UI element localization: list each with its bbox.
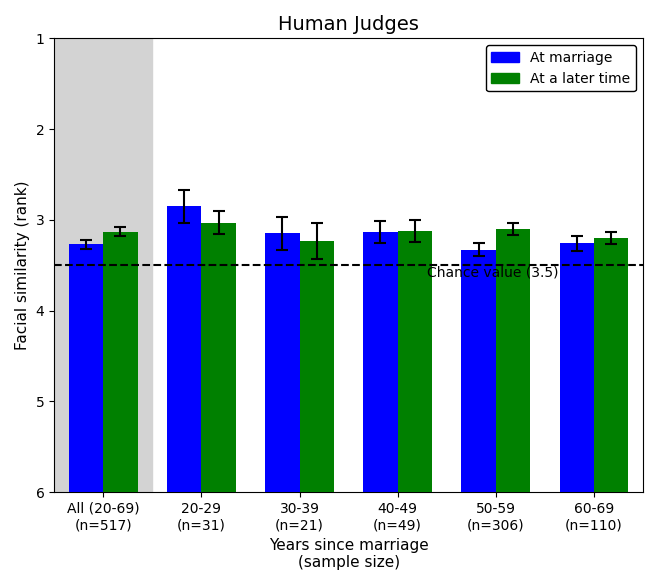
Bar	[461, 250, 495, 492]
Bar	[594, 238, 628, 492]
Bar	[363, 232, 397, 492]
Bar	[559, 243, 594, 492]
X-axis label: Years since marriage
(sample size): Years since marriage (sample size)	[268, 538, 428, 570]
Bar	[103, 232, 138, 492]
Y-axis label: Facial similarity (rank): Facial similarity (rank)	[15, 181, 30, 350]
Title: Human Judges: Human Judges	[278, 15, 419, 34]
Bar	[69, 245, 103, 492]
Bar	[167, 207, 201, 492]
Bar	[54, 39, 152, 492]
Bar	[299, 240, 334, 492]
Bar	[397, 230, 432, 492]
Bar	[265, 233, 299, 492]
Bar	[201, 222, 236, 492]
Legend: At marriage, At a later time: At marriage, At a later time	[486, 45, 636, 91]
Text: Chance value (3.5): Chance value (3.5)	[427, 265, 559, 279]
Bar	[495, 229, 530, 492]
